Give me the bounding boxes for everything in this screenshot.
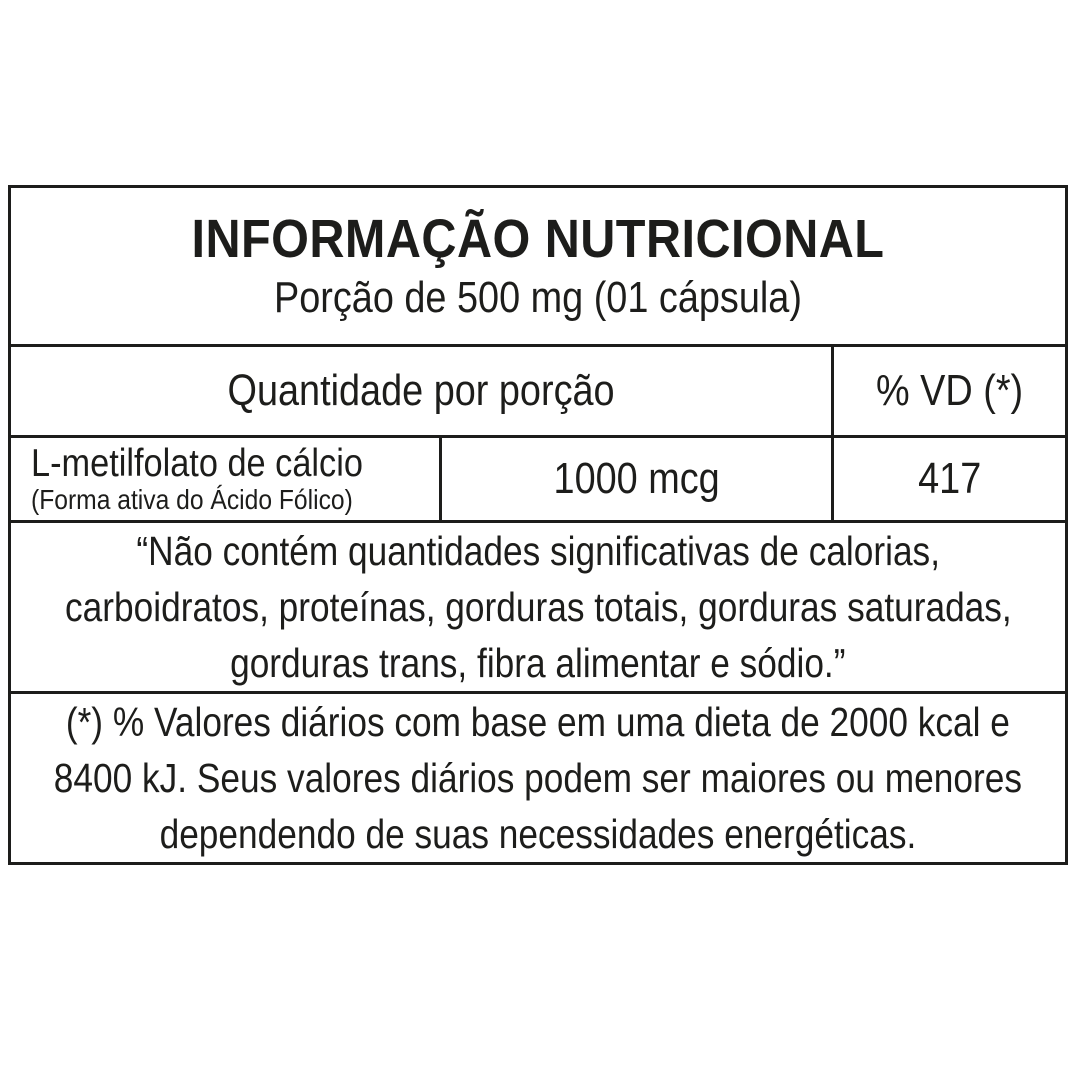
daily-value-header-cell: % VD (*) (834, 347, 1065, 435)
significance-note: “Não contém quantidades significativas d… (11, 523, 1065, 694)
footnote-line: 8400 kJ. Seus valores diários podem ser … (53, 755, 1023, 801)
note-line: “Não contém quantidades significativas d… (136, 528, 940, 574)
note-line: carboidratos, proteínas, gorduras totais… (64, 584, 1012, 630)
nutrient-daily-value-cell: 417 (834, 438, 1065, 520)
daily-values-footnote: (*) % Valores diários com base em uma di… (11, 694, 1065, 862)
daily-value-header-label: % VD (*) (875, 365, 1024, 415)
nutrition-table: INFORMAÇÃO NUTRICIONAL Porção de 500 mg … (8, 185, 1068, 865)
nutrient-row: L-metilfolato de cálcio (Forma ativa do … (11, 437, 1065, 523)
nutrient-form-note: (Forma ativa do Ácido Fólico) (31, 483, 353, 515)
title-section: INFORMAÇÃO NUTRICIONAL Porção de 500 mg … (11, 188, 1065, 347)
footnote-line: (*) % Valores diários com base em uma di… (66, 699, 1011, 745)
page-title: INFORMAÇÃO NUTRICIONAL (191, 208, 885, 269)
note-line: gorduras trans, fibra alimentar e sódio.… (230, 640, 846, 686)
quantity-header-cell: Quantidade por porção (11, 346, 834, 435)
quantity-header-label: Quantidade por porção (227, 365, 615, 415)
nutrient-amount: 1000 mcg (553, 453, 720, 503)
nutrient-daily-value: 417 (917, 453, 982, 503)
nutrient-name-cell: L-metilfolato de cálcio (Forma ativa do … (11, 437, 442, 520)
nutrient-name: L-metilfolato de cálcio (31, 441, 363, 485)
nutrient-amount-cell: 1000 mcg (442, 437, 834, 520)
footnote-line: dependendo de suas necessidades energéti… (159, 811, 917, 857)
serving-size: Porção de 500 mg (01 cápsula) (274, 272, 802, 322)
column-header-row: Quantidade por porção % VD (*) (11, 346, 1065, 438)
